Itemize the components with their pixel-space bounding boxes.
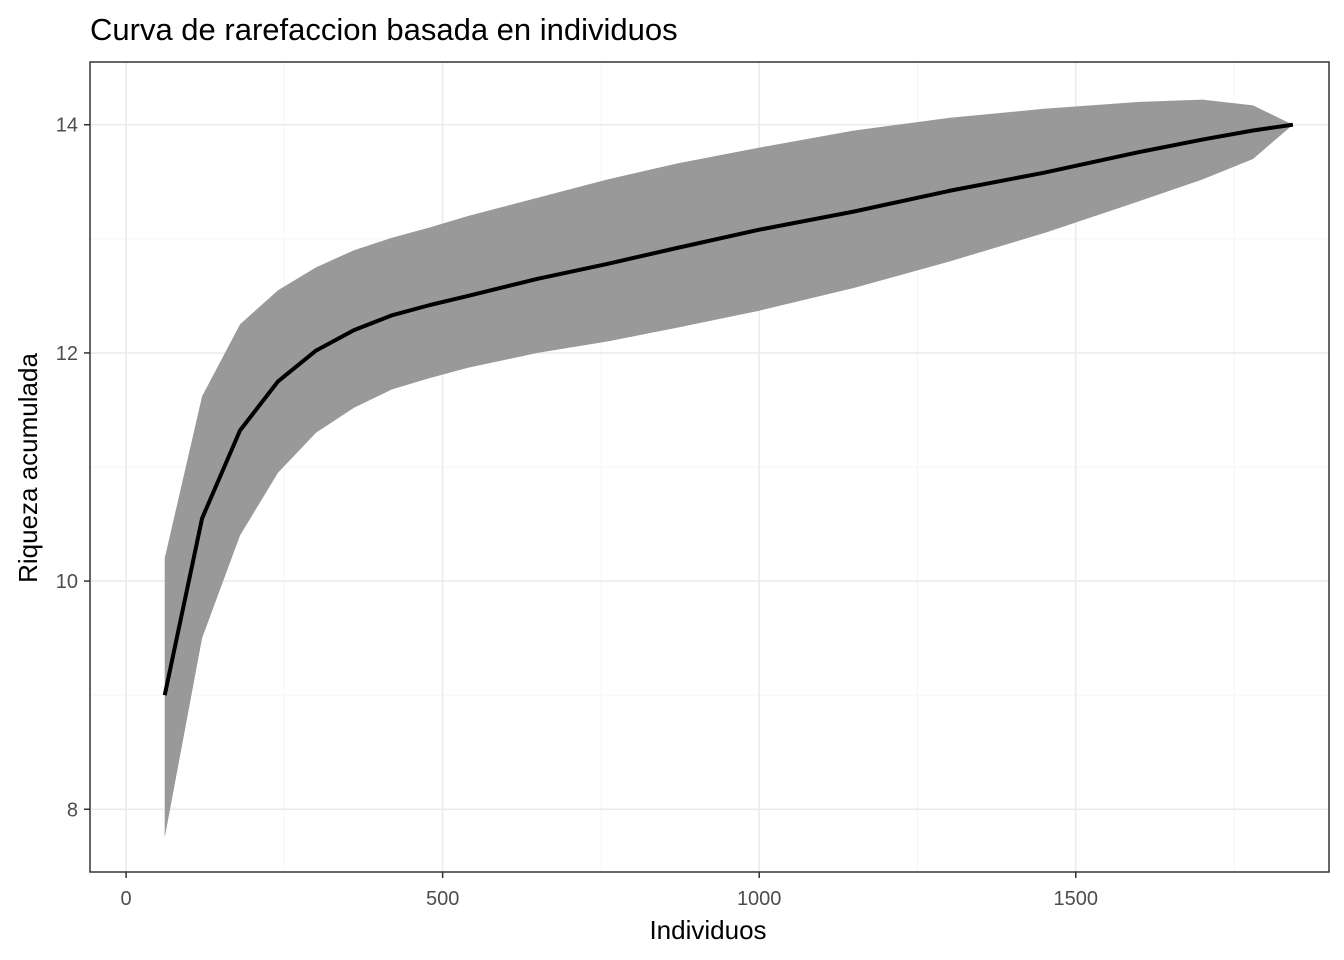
x-tick-label: 0 (121, 888, 132, 910)
x-tick-label: 500 (426, 888, 459, 910)
y-axis: 8 10 12 14 (56, 115, 90, 821)
x-tick-label: 1000 (737, 888, 782, 910)
chart-title: Curva de rarefaccion basada en individuo… (90, 12, 678, 47)
x-tick-label: 1500 (1054, 888, 1099, 910)
y-tick-label: 14 (56, 115, 78, 137)
y-tick-label: 10 (56, 571, 78, 593)
plot-panel (89, 61, 1330, 873)
confidence-ribbon (164, 99, 1293, 838)
rarefaction-line (162, 122, 1294, 696)
y-axis-title: Riqueza acumulada (13, 353, 43, 583)
x-axis-title: Individuos (649, 915, 766, 945)
major-gridlines (90, 62, 1329, 872)
panel-border (89, 61, 1330, 873)
x-axis: 0 500 1000 1500 (121, 872, 1098, 910)
y-tick-label: 12 (56, 343, 78, 365)
y-tick-label: 8 (67, 799, 78, 821)
